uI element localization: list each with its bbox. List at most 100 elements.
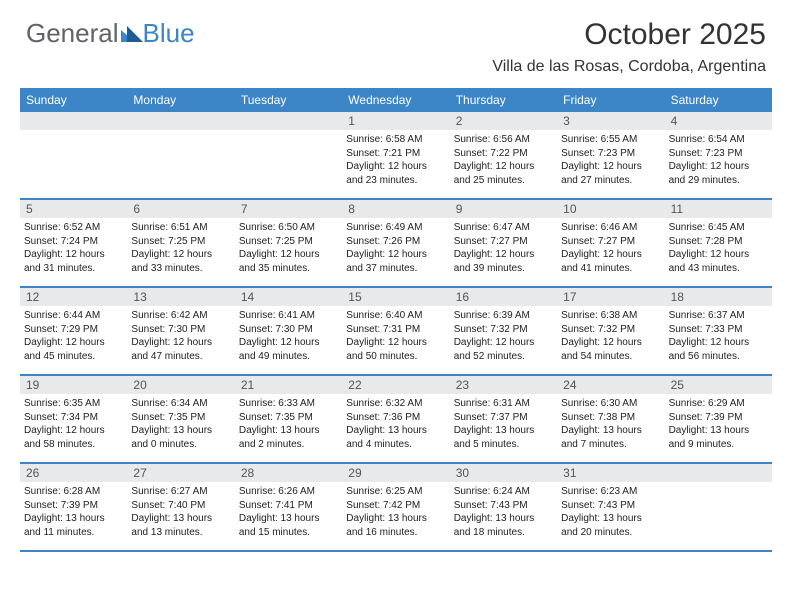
day-number: 21 [235,376,342,394]
day-cell-26: 26 Sunrise: 6:28 AMSunset: 7:39 PMDayligh… [20,464,127,550]
day-number: 13 [127,288,234,306]
weekday-friday: Friday [557,88,664,112]
day-number: 2 [450,112,557,130]
day-number: 20 [127,376,234,394]
day-number: 24 [557,376,664,394]
day-details: Sunrise: 6:27 AMSunset: 7:40 PMDaylight:… [131,485,230,539]
day-cell-23: 23 Sunrise: 6:31 AMSunset: 7:37 PMDayligh… [450,376,557,462]
day-number: 6 [127,200,234,218]
day-details: Sunrise: 6:42 AMSunset: 7:30 PMDaylight:… [131,309,230,363]
day-details: Sunrise: 6:50 AMSunset: 7:25 PMDaylight:… [239,221,338,275]
logo-text-blue: Blue [143,18,195,49]
day-number: 31 [557,464,664,482]
weekday-sunday: Sunday [20,88,127,112]
day-cell-empty [127,112,234,198]
week-row: 12 Sunrise: 6:44 AMSunset: 7:29 PMDayligh… [20,288,772,376]
day-details: Sunrise: 6:29 AMSunset: 7:39 PMDaylight:… [669,397,768,451]
day-details: Sunrise: 6:52 AMSunset: 7:24 PMDaylight:… [24,221,123,275]
day-cell-19: 19Sunrise: 6:35 AMSunset: 7:34 PMDayligh… [20,376,127,462]
day-details: Sunrise: 6:26 AMSunset: 7:41 PMDaylight:… [239,485,338,539]
weekday-wednesday: Wednesday [342,88,449,112]
week-row: 1 Sunrise: 6:58 AMSunset: 7:21 PMDaylight… [20,112,772,200]
day-details: Sunrise: 6:44 AMSunset: 7:29 PMDaylight:… [24,309,123,363]
day-cell-14: 14 Sunrise: 6:41 AMSunset: 7:30 PMDayligh… [235,288,342,374]
week-row: 26 Sunrise: 6:28 AMSunset: 7:39 PMDayligh… [20,464,772,552]
day-details: Sunrise: 6:39 AMSunset: 7:32 PMDaylight:… [454,309,553,363]
day-cell-11: 11 Sunrise: 6:45 AMSunset: 7:28 PMDayligh… [665,200,772,286]
day-cell-20: 20 Sunrise: 6:34 AMSunset: 7:35 PMDayligh… [127,376,234,462]
day-cell-6: 6Sunrise: 6:51 AMSunset: 7:25 PMDaylight… [127,200,234,286]
day-details: Sunrise: 6:32 AMSunset: 7:36 PMDaylight:… [346,397,445,451]
day-number: 7 [235,200,342,218]
day-cell-17: 17 Sunrise: 6:38 AMSunset: 7:32 PMDayligh… [557,288,664,374]
day-number: 30 [450,464,557,482]
day-number: 23 [450,376,557,394]
day-details: Sunrise: 6:55 AMSunset: 7:23 PMDaylight:… [561,133,660,187]
day-number: 9 [450,200,557,218]
day-cell-empty [665,464,772,550]
day-number [127,112,234,130]
day-number: 26 [20,464,127,482]
day-number: 22 [342,376,449,394]
day-number: 5 [20,200,127,218]
weekday-tuesday: Tuesday [235,88,342,112]
day-details: Sunrise: 6:28 AMSunset: 7:39 PMDaylight:… [24,485,123,539]
day-number: 12 [20,288,127,306]
day-cell-30: 30 Sunrise: 6:24 AMSunset: 7:43 PMDayligh… [450,464,557,550]
day-cell-24: 24Sunrise: 6:30 AMSunset: 7:38 PMDayligh… [557,376,664,462]
day-details: Sunrise: 6:24 AMSunset: 7:43 PMDaylight:… [454,485,553,539]
day-details: Sunrise: 6:40 AMSunset: 7:31 PMDaylight:… [346,309,445,363]
month-title: October 2025 [492,18,766,52]
day-cell-3: 3 Sunrise: 6:55 AMSunset: 7:23 PMDaylight… [557,112,664,198]
day-number: 8 [342,200,449,218]
weekday-thursday: Thursday [450,88,557,112]
weekday-header: SundayMondayTuesdayWednesdayThursdayFrid… [20,88,772,112]
day-cell-29: 29 Sunrise: 6:25 AMSunset: 7:42 PMDayligh… [342,464,449,550]
day-number: 11 [665,200,772,218]
day-cell-12: 12 Sunrise: 6:44 AMSunset: 7:29 PMDayligh… [20,288,127,374]
weekday-monday: Monday [127,88,234,112]
day-details: Sunrise: 6:25 AMSunset: 7:42 PMDaylight:… [346,485,445,539]
day-cell-13: 13 Sunrise: 6:42 AMSunset: 7:30 PMDayligh… [127,288,234,374]
day-details: Sunrise: 6:45 AMSunset: 7:28 PMDaylight:… [669,221,768,275]
week-row: 19Sunrise: 6:35 AMSunset: 7:34 PMDayligh… [20,376,772,464]
day-details: Sunrise: 6:38 AMSunset: 7:32 PMDaylight:… [561,309,660,363]
logo-triangle-icon [121,18,143,49]
day-number [665,464,772,482]
day-details: Sunrise: 6:41 AMSunset: 7:30 PMDaylight:… [239,309,338,363]
calendar: SundayMondayTuesdayWednesdayThursdayFrid… [20,88,772,552]
day-number: 18 [665,288,772,306]
day-details: Sunrise: 6:23 AMSunset: 7:43 PMDaylight:… [561,485,660,539]
day-cell-22: 22 Sunrise: 6:32 AMSunset: 7:36 PMDayligh… [342,376,449,462]
day-number: 14 [235,288,342,306]
day-details: Sunrise: 6:33 AMSunset: 7:35 PMDaylight:… [239,397,338,451]
day-cell-7: 7 Sunrise: 6:50 AMSunset: 7:25 PMDaylight… [235,200,342,286]
day-details: Sunrise: 6:34 AMSunset: 7:35 PMDaylight:… [131,397,230,451]
day-cell-27: 27Sunrise: 6:27 AMSunset: 7:40 PMDayligh… [127,464,234,550]
day-number: 19 [20,376,127,394]
day-cell-5: 5 Sunrise: 6:52 AMSunset: 7:24 PMDaylight… [20,200,127,286]
day-number: 17 [557,288,664,306]
day-details: Sunrise: 6:54 AMSunset: 7:23 PMDaylight:… [669,133,768,187]
day-cell-9: 9Sunrise: 6:47 AMSunset: 7:27 PMDaylight… [450,200,557,286]
day-number: 10 [557,200,664,218]
day-number: 1 [342,112,449,130]
day-cell-31: 31 Sunrise: 6:23 AMSunset: 7:43 PMDayligh… [557,464,664,550]
day-details: Sunrise: 6:49 AMSunset: 7:26 PMDaylight:… [346,221,445,275]
logo: General Blue [26,18,195,49]
day-number: 15 [342,288,449,306]
day-number: 29 [342,464,449,482]
day-number [235,112,342,130]
day-number: 4 [665,112,772,130]
day-cell-1: 1 Sunrise: 6:58 AMSunset: 7:21 PMDaylight… [342,112,449,198]
day-number: 28 [235,464,342,482]
weekday-saturday: Saturday [665,88,772,112]
day-cell-15: 15 Sunrise: 6:40 AMSunset: 7:31 PMDayligh… [342,288,449,374]
day-details: Sunrise: 6:31 AMSunset: 7:37 PMDaylight:… [454,397,553,451]
day-cell-16: 16Sunrise: 6:39 AMSunset: 7:32 PMDayligh… [450,288,557,374]
day-details: Sunrise: 6:58 AMSunset: 7:21 PMDaylight:… [346,133,445,187]
day-cell-empty [20,112,127,198]
day-number: 3 [557,112,664,130]
day-cell-21: 21 Sunrise: 6:33 AMSunset: 7:35 PMDayligh… [235,376,342,462]
day-cell-4: 4 Sunrise: 6:54 AMSunset: 7:23 PMDaylight… [665,112,772,198]
